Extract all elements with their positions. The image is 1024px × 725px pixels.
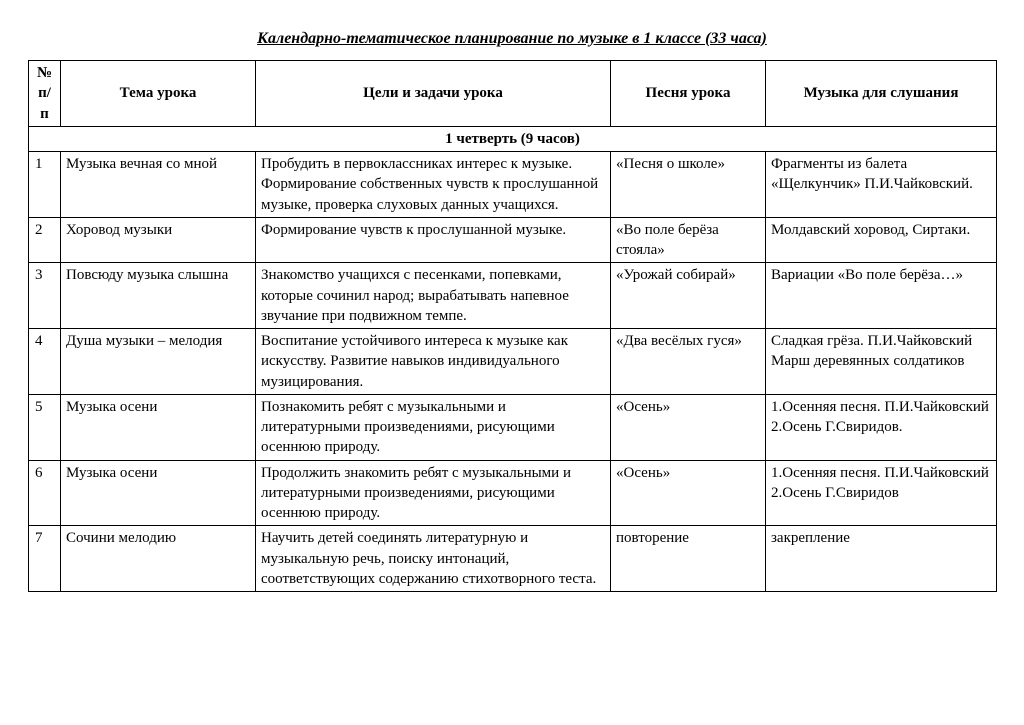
section-title: 1 четверть (9 часов) (29, 126, 997, 151)
col-header-num: № п/п (29, 61, 61, 127)
cell-song: «Во поле берёза стояла» (611, 217, 766, 263)
cell-topic: Хоровод музыки (61, 217, 256, 263)
table-row: 3 Повсюду музыка слышна Знакомство учащи… (29, 263, 997, 329)
cell-listening: закрепление (766, 526, 997, 592)
cell-goals: Продолжить знакомить ребят с музыкальным… (256, 460, 611, 526)
cell-num: 4 (29, 329, 61, 395)
cell-goals: Познакомить ребят с музыкальными и литер… (256, 394, 611, 460)
cell-topic: Повсюду музыка слышна (61, 263, 256, 329)
cell-song: «Песня о школе» (611, 152, 766, 218)
cell-song: «Два весёлых гуся» (611, 329, 766, 395)
cell-num: 2 (29, 217, 61, 263)
cell-goals: Пробудить в первоклассниках интерес к му… (256, 152, 611, 218)
table-row: 2 Хоровод музыки Формирование чувств к п… (29, 217, 997, 263)
cell-song: «Осень» (611, 460, 766, 526)
section-row: 1 четверть (9 часов) (29, 126, 997, 151)
col-header-song: Песня урока (611, 61, 766, 127)
cell-goals: Научить детей соединять литературную и м… (256, 526, 611, 592)
table-row: 4 Душа музыки – мелодия Воспитание устой… (29, 329, 997, 395)
cell-topic: Музыка осени (61, 394, 256, 460)
cell-song: «Осень» (611, 394, 766, 460)
cell-num: 6 (29, 460, 61, 526)
cell-song: повторение (611, 526, 766, 592)
cell-topic: Сочини мелодию (61, 526, 256, 592)
table-row: 1 Музыка вечная со мной Пробудить в перв… (29, 152, 997, 218)
col-header-listening: Музыка для слушания (766, 61, 997, 127)
table-header-row: № п/п Тема урока Цели и задачи урока Пес… (29, 61, 997, 127)
col-header-topic: Тема урока (61, 61, 256, 127)
cell-listening: Сладкая грёза. П.И.Чайковский Марш дерев… (766, 329, 997, 395)
cell-listening: 1.Осенняя песня. П.И.Чайковский 2.Осень … (766, 394, 997, 460)
cell-listening: Фрагменты из балета «Щелкунчик» П.И.Чайк… (766, 152, 997, 218)
cell-num: 3 (29, 263, 61, 329)
cell-goals: Воспитание устойчивого интереса к музыке… (256, 329, 611, 395)
table-row: 5 Музыка осени Познакомить ребят с музык… (29, 394, 997, 460)
plan-table: № п/п Тема урока Цели и задачи урока Пес… (28, 60, 997, 592)
cell-listening: Молдавский хоровод, Сиртаки. (766, 217, 997, 263)
cell-listening: Вариации «Во поле берёза…» (766, 263, 997, 329)
table-row: 6 Музыка осени Продолжить знакомить ребя… (29, 460, 997, 526)
cell-topic: Душа музыки – мелодия (61, 329, 256, 395)
cell-listening: 1.Осенняя песня. П.И.Чайковский 2.Осень … (766, 460, 997, 526)
cell-song: «Урожай собирай» (611, 263, 766, 329)
table-row: 7 Сочини мелодию Научить детей соединять… (29, 526, 997, 592)
cell-goals: Знакомство учащихся с песенками, попевка… (256, 263, 611, 329)
cell-num: 7 (29, 526, 61, 592)
col-header-goals: Цели и задачи урока (256, 61, 611, 127)
cell-topic: Музыка вечная со мной (61, 152, 256, 218)
cell-topic: Музыка осени (61, 460, 256, 526)
cell-goals: Формирование чувств к прослушанной музык… (256, 217, 611, 263)
cell-num: 5 (29, 394, 61, 460)
page-title: Календарно-тематическое планирование по … (28, 30, 996, 48)
cell-num: 1 (29, 152, 61, 218)
